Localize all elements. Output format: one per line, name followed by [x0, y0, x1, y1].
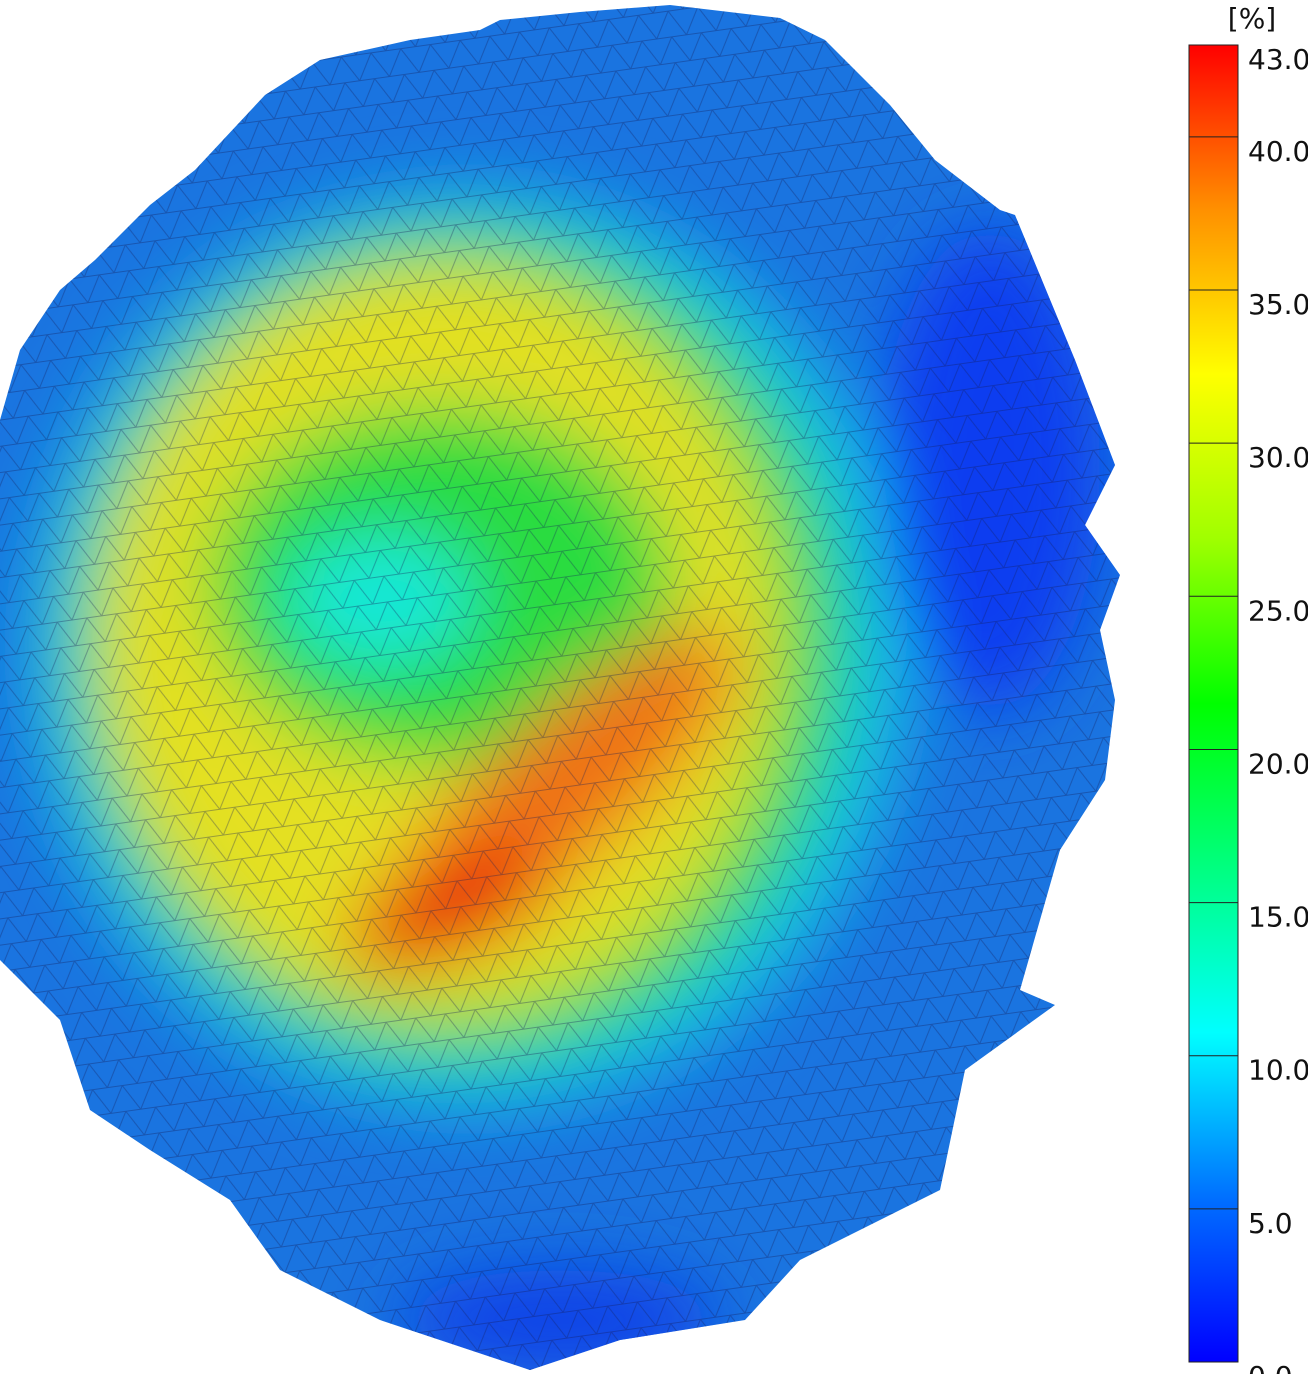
- colorbar-tick-label: 40.0: [1248, 135, 1308, 168]
- colorbar-tick-label: 25.0: [1248, 594, 1308, 627]
- colorbar-tick-label: 35.0: [1248, 288, 1308, 321]
- colorbar-tick-label: 10.0: [1248, 1054, 1308, 1087]
- colorbar-label: [%]: [1228, 2, 1276, 35]
- colorbar-tick-label: 5.0: [1248, 1207, 1293, 1240]
- field: [0, 5, 1120, 1370]
- colorbar-tick-label: 0.0: [1248, 1360, 1293, 1374]
- colorbar-tick-label: 20.0: [1248, 747, 1308, 780]
- colorbar: [1188, 44, 1239, 1363]
- colorbar-tick-label: 43.0: [1248, 43, 1308, 76]
- colorbar-tick-label: 30.0: [1248, 441, 1308, 474]
- colorbar-tick-label: 15.0: [1248, 901, 1308, 934]
